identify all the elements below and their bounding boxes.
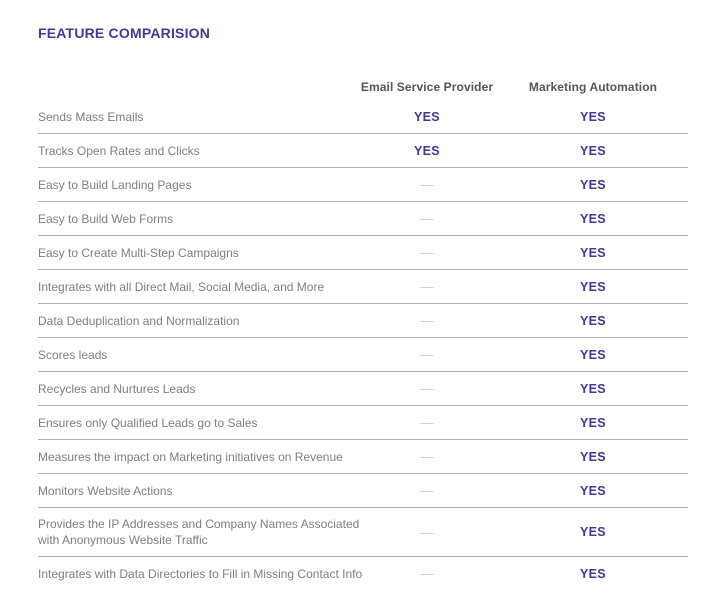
feature-label: Tracks Open Rates and Clicks bbox=[38, 143, 200, 158]
ma-value: YES bbox=[580, 211, 606, 226]
page-title: FEATURE COMPARISION bbox=[38, 25, 211, 41]
feature-label-cell: Measures the impact on Marketing initiat… bbox=[38, 449, 356, 465]
table-row: Provides the IP Addresses and Company Na… bbox=[38, 508, 688, 557]
ma-value: YES bbox=[580, 566, 606, 581]
feature-label: Monitors Website Actions bbox=[38, 483, 173, 498]
feature-label-cell: Monitors Website Actions bbox=[38, 483, 356, 499]
ma-value: YES bbox=[580, 177, 606, 192]
esp-value: — bbox=[420, 279, 434, 294]
feature-label-cell: Data Deduplication and Normalization bbox=[38, 313, 356, 329]
feature-label-cell: Easy to Build Web Forms bbox=[38, 211, 356, 227]
feature-label-cell: Provides the IP Addresses and Company Na… bbox=[38, 516, 359, 548]
table-row: Monitors Website Actions — YES bbox=[38, 474, 688, 508]
feature-label-cell: Easy to Create Multi-Step Campaigns bbox=[38, 245, 356, 261]
feature-column-header-spacer bbox=[38, 80, 356, 95]
ma-value: YES bbox=[580, 381, 606, 396]
table-row: Data Deduplication and Normalization — Y… bbox=[38, 304, 688, 338]
esp-value: — bbox=[420, 483, 434, 498]
esp-value: YES bbox=[414, 143, 440, 158]
table-row: Integrates with Data Directories to Fill… bbox=[38, 557, 688, 590]
table-row: Integrates with all Direct Mail, Social … bbox=[38, 270, 688, 304]
feature-label-cell: Recycles and Nurtures Leads bbox=[38, 381, 356, 397]
ma-value: YES bbox=[580, 313, 606, 328]
feature-label-cell: Integrates with Data Directories to Fill… bbox=[38, 566, 362, 582]
esp-value: — bbox=[420, 524, 434, 540]
esp-value: — bbox=[420, 449, 434, 464]
comparison-table: Sends Mass Emails YES YES Tracks Open Ra… bbox=[38, 100, 688, 590]
esp-value: — bbox=[420, 211, 434, 226]
feature-label: Recycles and Nurtures Leads bbox=[38, 381, 196, 396]
feature-label: Integrates with Data Directories to Fill… bbox=[38, 566, 363, 581]
esp-value: — bbox=[420, 347, 434, 362]
table-row: Scores leads — YES bbox=[38, 338, 688, 372]
ma-value: YES bbox=[580, 279, 606, 294]
ma-value: YES bbox=[580, 109, 606, 124]
table-header-row: Email Service Provider Marketing Automat… bbox=[38, 80, 688, 95]
feature-label-cell: Scores leads bbox=[38, 347, 356, 363]
ma-value: YES bbox=[580, 347, 606, 362]
feature-label-cell: Easy to Build Landing Pages bbox=[38, 177, 356, 193]
feature-label: Easy to Build Web Forms bbox=[38, 211, 174, 226]
feature-label-cell: Ensures only Qualified Leads go to Sales bbox=[38, 415, 356, 431]
table-row: Ensures only Qualified Leads go to Sales… bbox=[38, 406, 688, 440]
ma-value: YES bbox=[580, 245, 606, 260]
table-row: Tracks Open Rates and Clicks YES YES bbox=[38, 134, 688, 168]
esp-value: — bbox=[420, 381, 434, 396]
ma-value: YES bbox=[580, 483, 606, 498]
esp-value: YES bbox=[414, 109, 440, 124]
ma-value: YES bbox=[580, 415, 606, 430]
feature-label-cell: Sends Mass Emails bbox=[38, 109, 356, 125]
feature-label: Ensures only Qualified Leads go to Sales bbox=[38, 415, 258, 430]
table-row: Easy to Build Landing Pages — YES bbox=[38, 168, 688, 202]
table-row: Measures the impact on Marketing initiat… bbox=[38, 440, 688, 474]
ma-value: YES bbox=[580, 449, 606, 464]
ma-value: YES bbox=[580, 525, 606, 539]
esp-value: — bbox=[420, 566, 434, 581]
feature-label: Easy to Create Multi-Step Campaigns bbox=[38, 245, 239, 260]
esp-value: — bbox=[420, 415, 434, 430]
feature-label-cell: Integrates with all Direct Mail, Social … bbox=[38, 279, 356, 295]
esp-value: — bbox=[420, 313, 434, 328]
ma-value: YES bbox=[580, 143, 606, 158]
table-row: Easy to Build Web Forms — YES bbox=[38, 202, 688, 236]
feature-label: Measures the impact on Marketing initiat… bbox=[38, 449, 343, 464]
feature-label: Data Deduplication and Normalization bbox=[38, 313, 240, 328]
feature-label: Sends Mass Emails bbox=[38, 109, 144, 124]
esp-value: — bbox=[420, 177, 434, 192]
column-header-email-service-provider: Email Service Provider bbox=[360, 80, 494, 94]
table-row: Easy to Create Multi-Step Campaigns — YE… bbox=[38, 236, 688, 270]
table-row: Recycles and Nurtures Leads — YES bbox=[38, 372, 688, 406]
esp-value: — bbox=[420, 245, 434, 260]
table-row: Sends Mass Emails YES YES bbox=[38, 100, 688, 134]
feature-label: Provides the IP Addresses and Company Na… bbox=[38, 517, 360, 547]
feature-label: Scores leads bbox=[38, 347, 108, 362]
feature-label: Easy to Build Landing Pages bbox=[38, 177, 192, 192]
column-header-marketing-automation: Marketing Automation bbox=[528, 80, 658, 94]
feature-label: Integrates with all Direct Mail, Social … bbox=[38, 279, 325, 294]
feature-label-cell: Tracks Open Rates and Clicks bbox=[38, 143, 356, 159]
